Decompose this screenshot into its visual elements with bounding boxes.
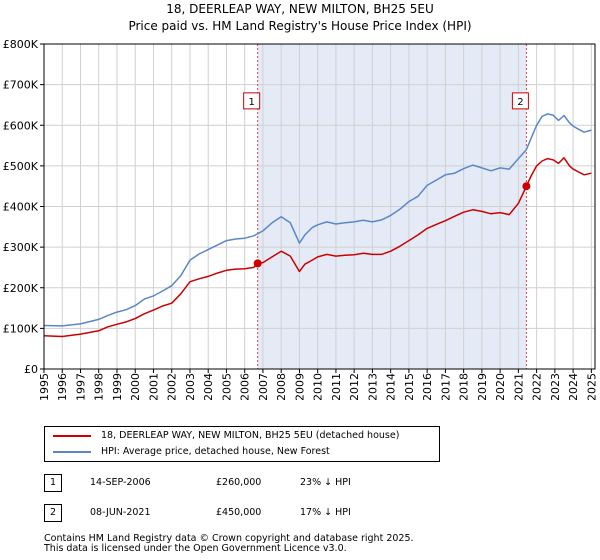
x-tick-label: 2013 (366, 373, 379, 400)
x-tick-label: 2001 (147, 373, 160, 400)
x-tick-label: 2012 (348, 373, 361, 400)
y-tick-label: £400K (3, 201, 39, 214)
sale-point (253, 259, 262, 268)
transaction-hpi-diff: 17% ↓ HPI (300, 507, 351, 518)
y-tick-label: £500K (3, 160, 39, 173)
x-tick-label: 2019 (476, 373, 489, 400)
x-tick-label: 2025 (585, 373, 598, 400)
x-tick-label: 2009 (293, 373, 306, 400)
transaction-date: 08-JUN-2021 (90, 507, 151, 518)
x-tick-label: 2015 (403, 373, 416, 400)
x-tick-label: 2022 (531, 373, 544, 400)
x-tick-label: 2004 (202, 373, 215, 400)
y-tick-label: £700K (3, 79, 39, 92)
x-tick-label: 2014 (385, 373, 398, 400)
sale-label-text: 1 (248, 97, 254, 108)
x-tick-label: 2021 (512, 373, 525, 400)
transaction-hpi-diff: 23% ↓ HPI (300, 477, 351, 488)
x-tick-label: 2002 (166, 373, 179, 400)
transaction-marker-badge: 1 (44, 474, 62, 492)
x-tick-label: 2017 (439, 373, 452, 400)
y-tick-label: £300K (3, 241, 39, 254)
x-tick-label: 2016 (421, 373, 434, 400)
y-tick-label: £200K (3, 282, 39, 295)
x-tick-label: 1995 (38, 373, 51, 400)
x-tick-label: 2020 (494, 373, 507, 400)
price-chart: 1 2 £0 £100K £200K £300K £400K £500K £600K £700K £… (3, 38, 599, 400)
x-tick-label: 2011 (330, 373, 343, 400)
x-tick-label: 1996 (56, 373, 69, 400)
x-tick-label: 2003 (184, 373, 197, 400)
transaction-price: £450,000 (216, 507, 262, 518)
transaction-date: 14-SEP-2006 (90, 477, 151, 488)
x-tick-label: 1998 (93, 373, 106, 400)
x-tick-label: 1997 (74, 373, 87, 400)
footer-copyright: Contains HM Land Registry data © Crown c… (44, 533, 414, 544)
legend-swatch-property (53, 435, 91, 437)
y-tick-label: £600K (3, 119, 39, 132)
series-line-property (43, 157, 592, 338)
sale-label-box (511, 92, 529, 110)
legend-label-property: 18, DEERLEAP WAY, NEW MILTON, BH25 5EU (… (101, 430, 400, 441)
x-tick-label: 2010 (312, 373, 325, 400)
x-tick-label: 2024 (567, 373, 580, 400)
sale-point (522, 182, 531, 191)
x-tick-label: 1999 (111, 373, 124, 400)
x-tick-label: 2006 (239, 373, 252, 400)
y-tick-label: £800K (3, 38, 39, 51)
x-tick-label: 2008 (275, 373, 288, 400)
x-tick-label: 2000 (129, 373, 142, 400)
y-tick-label: £100K (3, 322, 39, 335)
x-tick-label: 2005 (220, 373, 233, 400)
legend-label-hpi: HPI: Average price, detached house, New … (101, 446, 330, 457)
legend-swatch-hpi (53, 451, 91, 453)
legend: 18, DEERLEAP WAY, NEW MILTON, BH25 5EU (… (44, 426, 440, 462)
sale-label-box (243, 92, 261, 110)
x-tick-label: 2023 (549, 373, 562, 400)
transaction-marker-badge: 2 (44, 504, 62, 522)
transaction-price: £260,000 (216, 477, 262, 488)
x-tick-label: 2007 (257, 373, 270, 400)
y-tick-label: £0 (24, 363, 38, 376)
chart-title: 18, DEERLEAP WAY, NEW MILTON, BH25 5EU (166, 2, 434, 16)
sale-label-text: 2 (517, 97, 523, 108)
series-line-hpi (43, 113, 592, 327)
x-tick-label: 2018 (458, 373, 471, 400)
footer-licence: This data is licensed under the Open Gov… (44, 543, 347, 554)
chart-subtitle: Price paid vs. HM Land Registry's House … (128, 19, 472, 33)
